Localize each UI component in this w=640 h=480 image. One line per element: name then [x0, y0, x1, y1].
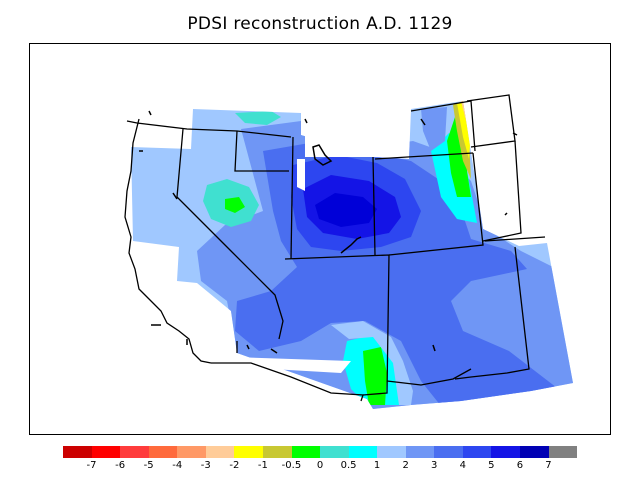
border-ca-nv	[176, 128, 284, 340]
legend-tick-label: -1	[257, 460, 268, 471]
state-boundaries	[124, 94, 546, 402]
contour-east-blue	[421, 107, 447, 151]
island-4	[420, 118, 426, 126]
legend-swatch	[462, 446, 492, 458]
island-3	[304, 118, 308, 124]
legend-tick-label: 5	[488, 460, 495, 471]
gap-north	[305, 135, 373, 157]
border-mexico	[211, 362, 364, 402]
legend-tick-label: -2	[229, 460, 240, 471]
color-legend	[63, 446, 578, 458]
border-wy-co	[374, 152, 474, 160]
border-sd-ne	[466, 94, 516, 148]
legend-tick-label: -4	[172, 460, 183, 471]
island-1	[148, 110, 152, 116]
legend-swatch	[91, 446, 121, 458]
coastline	[124, 118, 212, 364]
island-7	[432, 344, 436, 352]
legend-swatch	[120, 446, 149, 458]
contour-nw-cyan	[235, 111, 281, 125]
great-salt-lake	[312, 144, 333, 166]
contour-level-6	[315, 193, 377, 227]
legend-tick-label: -3	[200, 460, 211, 471]
gap-lake	[297, 159, 305, 191]
legend-swatch	[491, 446, 520, 458]
legend-swatch	[405, 446, 435, 458]
map-frame	[29, 43, 611, 435]
contour-south-lightblue	[331, 321, 413, 405]
legend-tick-labels: -7 -6 -5 -4 -3 -2 -1 -0.5 0 0.5 1 2 3 4 5 6 7	[0, 460, 640, 474]
border-co-ks	[388, 152, 484, 256]
border-ok-tx	[454, 246, 530, 380]
contour-west-green	[225, 197, 245, 213]
legend-swatch	[177, 446, 206, 458]
legend-swatch	[262, 446, 292, 458]
lake-powell	[340, 236, 362, 254]
legend-tick-label: -0.5	[281, 460, 302, 471]
legend-tick-label: -6	[115, 460, 126, 471]
legend-tick-label: 3	[431, 460, 438, 471]
legend-swatch	[63, 446, 92, 458]
border-nm-tx	[386, 368, 472, 386]
gap-southwest	[231, 357, 351, 373]
border-ks-ok	[484, 236, 546, 242]
legend-tick-label: -5	[143, 460, 154, 471]
pdsi-map	[124, 94, 573, 409]
border-ut-co	[372, 156, 376, 256]
legend-swatch	[348, 446, 378, 458]
border-id-ut	[290, 136, 294, 260]
lakes-islands	[139, 110, 518, 354]
legend-swatch	[377, 446, 406, 458]
island-6	[504, 212, 508, 216]
pyramid-lake	[172, 192, 178, 200]
border-az-nm	[284, 254, 390, 396]
border-nv-ut	[234, 130, 289, 172]
legend-tick-label: 4	[459, 460, 466, 471]
legend-swatch	[320, 446, 349, 458]
legend-tick-label: 0.5	[340, 460, 357, 471]
island-5	[512, 132, 518, 136]
legend-swatch	[548, 446, 578, 458]
legend-tick-label: 6	[516, 460, 524, 471]
legend-swatch	[148, 446, 178, 458]
border-or-ca	[126, 120, 292, 138]
legend-tick-label: 0	[316, 460, 324, 471]
legend-tick-label: -7	[86, 460, 97, 471]
island-10	[246, 344, 250, 350]
legend-tick-label: 1	[373, 460, 381, 471]
legend-tick-label: 7	[545, 460, 552, 471]
map-title: PDSI reconstruction A.D. 1129	[187, 14, 453, 34]
legend-swatch	[234, 446, 263, 458]
data-gaps	[231, 135, 373, 373]
border-ne-ks	[482, 140, 522, 242]
legend-swatch	[291, 446, 321, 458]
legend-swatch	[434, 446, 463, 458]
legend-swatch	[520, 446, 549, 458]
island-11	[270, 348, 278, 354]
contour-east-yellowgreen	[453, 101, 471, 179]
contour-south-green	[363, 347, 387, 405]
legend-swatch	[205, 446, 235, 458]
legend-tick-label: 2	[402, 460, 409, 471]
